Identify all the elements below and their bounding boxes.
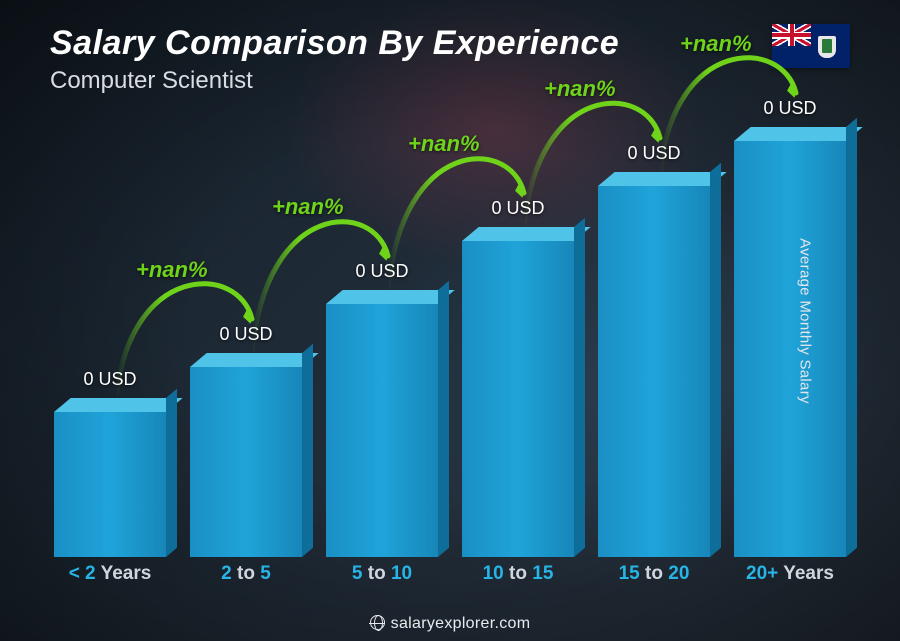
x-axis-label: 10 to 15 bbox=[462, 563, 574, 601]
x-axis-label: 15 to 20 bbox=[598, 563, 710, 601]
bars-area: 0 USD0 USD0 USD0 USD0 USD0 USD bbox=[50, 105, 850, 557]
bar-slot: 0 USD bbox=[462, 105, 574, 557]
bar bbox=[734, 141, 846, 557]
bar-value-label: 0 USD bbox=[576, 143, 733, 164]
x-axis-label: < 2 Years bbox=[54, 563, 166, 601]
x-axis-labels: < 2 Years 2 to 5 5 to 10 10 to 15 15 to 20 20… bbox=[50, 563, 850, 601]
bar-chart: 0 USD0 USD0 USD0 USD0 USD0 USD < 2 Years… bbox=[50, 105, 850, 611]
bar-value-label: 0 USD bbox=[32, 369, 189, 390]
flag-icon bbox=[772, 24, 850, 68]
chart-title: Salary Comparison By Experience bbox=[50, 24, 772, 63]
y-axis-label: Average Monthly Salary bbox=[797, 238, 814, 404]
pct-change-label: +nan% bbox=[136, 257, 208, 283]
chart-subtitle: Computer Scientist bbox=[50, 67, 772, 95]
x-axis-label: 20+ Years bbox=[734, 563, 846, 601]
pct-change-label: +nan% bbox=[680, 31, 752, 57]
pct-change-label: +nan% bbox=[408, 131, 480, 157]
globe-icon bbox=[370, 615, 385, 630]
title-block: Salary Comparison By Experience Computer… bbox=[50, 24, 772, 95]
bar-value-label: 0 USD bbox=[712, 98, 869, 119]
bar-slot: 0 USD bbox=[598, 105, 710, 557]
bar-slot: 0 USD bbox=[54, 105, 166, 557]
bar bbox=[190, 367, 302, 557]
x-axis-label: 2 to 5 bbox=[190, 563, 302, 601]
bar-slot: 0 USD bbox=[734, 105, 846, 557]
bar-value-label: 0 USD bbox=[168, 324, 325, 345]
pct-change-label: +nan% bbox=[272, 194, 344, 220]
bar bbox=[326, 304, 438, 557]
pct-change-label: +nan% bbox=[544, 76, 616, 102]
bar bbox=[598, 186, 710, 557]
x-axis-label: 5 to 10 bbox=[326, 563, 438, 601]
bar-slot: 0 USD bbox=[326, 105, 438, 557]
chart-container: Salary Comparison By Experience Computer… bbox=[0, 0, 900, 641]
bar bbox=[462, 241, 574, 557]
bar-value-label: 0 USD bbox=[304, 261, 461, 282]
footer: salaryexplorer.com bbox=[0, 613, 900, 633]
bar bbox=[54, 412, 166, 557]
bar-value-label: 0 USD bbox=[440, 198, 597, 219]
bar-slot: 0 USD bbox=[190, 105, 302, 557]
footer-site: salaryexplorer.com bbox=[391, 615, 531, 632]
